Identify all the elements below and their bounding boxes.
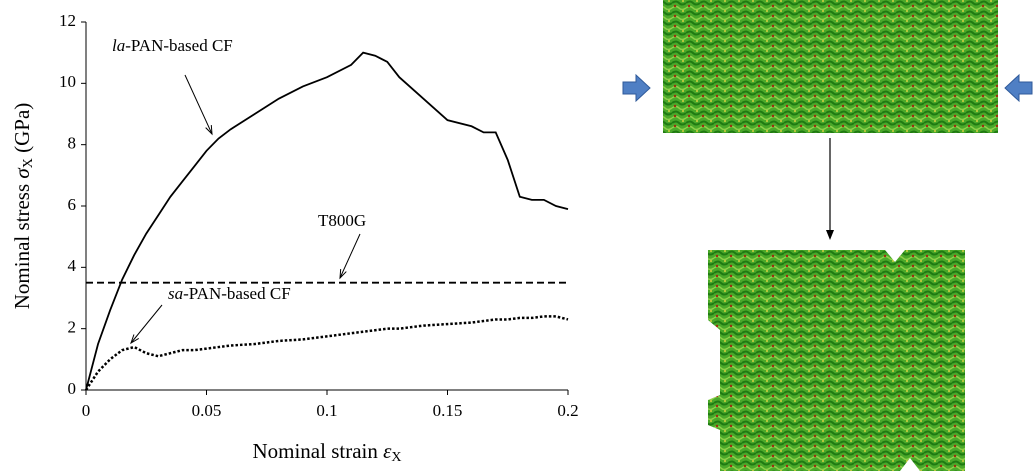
annotation: sa-PAN-based CF xyxy=(168,284,291,303)
annotation: la-PAN-based CF xyxy=(112,36,233,55)
y-label-sub: X xyxy=(21,158,36,168)
y-tick-label: 8 xyxy=(68,134,77,153)
x-label-text: Nominal strain xyxy=(252,439,383,463)
x-tick-label: 0.2 xyxy=(557,401,578,420)
y-label-symbol: σ xyxy=(10,167,34,179)
x-axis-label: Nominal strain εX xyxy=(252,439,401,465)
process-arrowhead xyxy=(826,230,834,240)
y-axis-label: Nominal stress σX (GPa) xyxy=(10,103,36,310)
annotation-italic: la xyxy=(112,36,125,55)
x-tick-label: 0.05 xyxy=(192,401,222,420)
x-label-symbol: ε xyxy=(383,439,392,463)
y-tick-label: 0 xyxy=(68,379,77,398)
load-arrow xyxy=(1004,73,1033,103)
image-before xyxy=(663,0,998,133)
x-tick-label: 0.15 xyxy=(433,401,463,420)
y-label-text: Nominal stress xyxy=(10,179,34,310)
annotation-text: -PAN-based CF xyxy=(125,36,233,55)
series-line xyxy=(85,51,569,391)
y-tick-label: 2 xyxy=(68,318,77,337)
series-line xyxy=(84,315,569,391)
annotation-italic: sa xyxy=(168,284,183,303)
y-tick-label: 10 xyxy=(59,72,76,91)
x-tick-label: 0.1 xyxy=(316,401,337,420)
x-tick-label: 0 xyxy=(82,401,91,420)
annotation-arrowhead xyxy=(205,124,213,136)
annotation-arrow xyxy=(339,233,361,279)
annotation-text: T800G xyxy=(318,211,366,230)
annotation-arrow xyxy=(184,74,213,135)
x-label-sub: X xyxy=(391,450,401,465)
annotation: T800G xyxy=(318,211,366,230)
y-tick-label: 12 xyxy=(59,11,76,30)
annotation-text: -PAN-based CF xyxy=(183,284,291,303)
y-tick-label: 6 xyxy=(68,195,77,214)
load-arrow xyxy=(622,73,651,103)
y-label-unit: (GPa) xyxy=(10,103,34,158)
simulation-images xyxy=(622,0,1033,471)
annotation-arrowhead xyxy=(339,268,347,280)
y-tick-label: 4 xyxy=(68,256,77,275)
annotation-arrowhead xyxy=(130,334,139,345)
image-after xyxy=(708,250,965,471)
annotation-arrow xyxy=(130,304,163,344)
